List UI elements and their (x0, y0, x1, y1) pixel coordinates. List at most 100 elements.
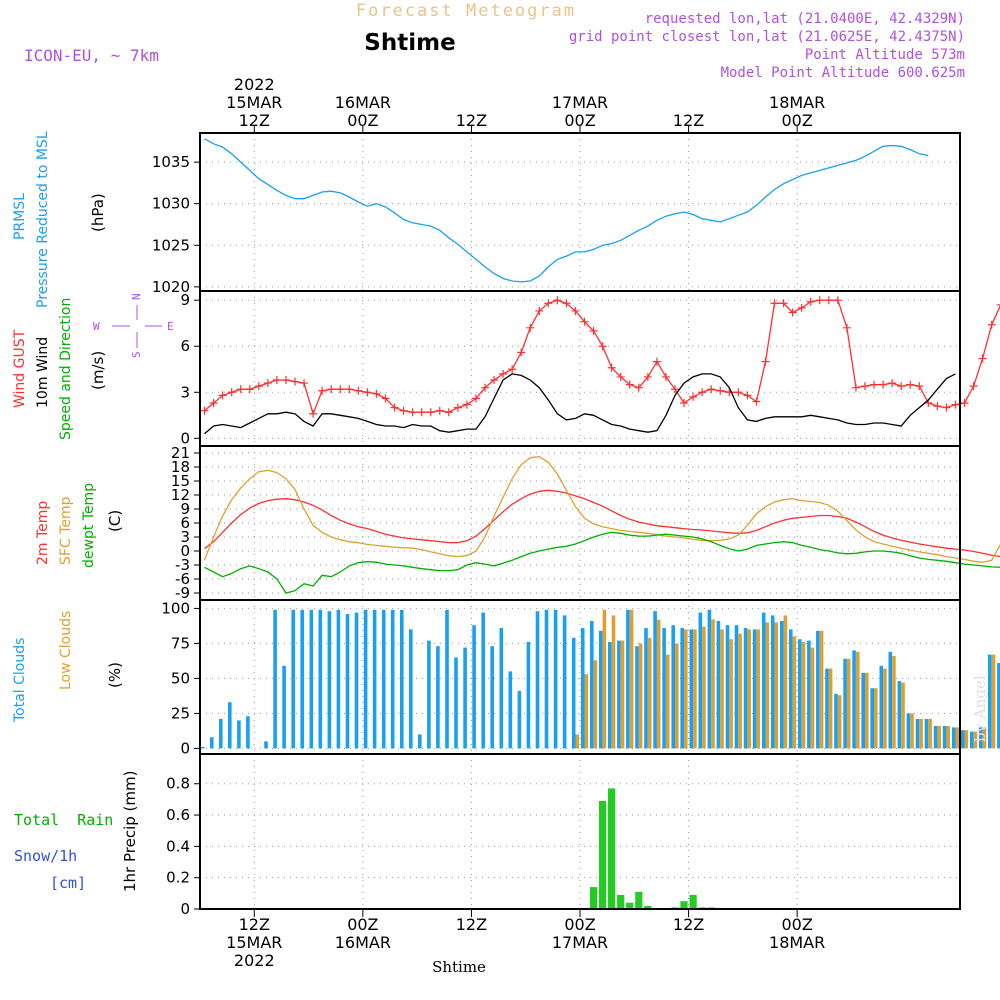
y-tick-label: 75 (171, 634, 190, 652)
y-tick-label: 3 (180, 528, 190, 546)
bar-total-clouds (508, 671, 513, 749)
gust-marker (661, 372, 670, 381)
gust-marker (716, 386, 725, 395)
gust-marker (553, 296, 562, 305)
gust-marker (535, 306, 544, 315)
gust-marker (281, 376, 290, 385)
gust-marker (508, 365, 517, 374)
bar-total-clouds (300, 609, 304, 749)
bar-total-clouds (608, 642, 612, 749)
bar-total-clouds (933, 726, 938, 749)
gust-marker (490, 376, 499, 385)
bar-total-clouds (653, 611, 657, 749)
bar-low-clouds (801, 642, 806, 749)
bar-total-rain (635, 891, 643, 909)
gust-marker (671, 385, 679, 394)
bar-low-clouds (783, 615, 788, 749)
wind-labels: Wind GUST 10m Wind Speed and Direction (… (12, 293, 174, 440)
rain-label: Total Rain (14, 811, 113, 829)
series-line-prmsl (204, 138, 929, 283)
gust-marker (471, 394, 480, 403)
bar-total-rain (689, 894, 697, 909)
gust-marker (309, 409, 318, 418)
bar-total-clouds (291, 609, 295, 749)
bar-low-clouds (638, 643, 643, 749)
bar-total-clouds (698, 612, 703, 749)
gust-marker (399, 406, 408, 415)
bar-total-clouds (798, 639, 802, 749)
watermark: by Angel (971, 675, 989, 742)
snow-label: Snow/1h (14, 847, 77, 865)
bar-low-clouds (964, 730, 969, 749)
bar-total-clouds (336, 609, 341, 749)
time-label-top: 12Z (673, 111, 704, 130)
gust-marker (607, 363, 616, 372)
y-tick-label: 0.4 (166, 837, 190, 855)
panel-frame (199, 753, 961, 910)
y-tick-label: 12 (171, 486, 190, 504)
bar-total-clouds (472, 625, 476, 749)
compass-east: E (167, 320, 174, 333)
bar-total-clouds (888, 651, 893, 749)
gust-marker (680, 399, 689, 408)
gust-marker (426, 408, 435, 417)
gust-marker (381, 394, 390, 403)
gust-marker (227, 388, 236, 397)
gust-marker (842, 323, 851, 332)
gust-marker (643, 372, 652, 381)
bar-total-clouds (716, 621, 721, 749)
gust-marker (444, 408, 453, 417)
bar-total-rain (599, 801, 607, 909)
bar-total-clouds (390, 609, 395, 749)
time-label-bottom: 12Z (239, 915, 270, 934)
bar-low-clouds (647, 637, 652, 749)
bar-total-clouds (309, 609, 314, 749)
x-axis-label: Shtime (432, 958, 486, 976)
y-tick-label: 100 (161, 599, 190, 617)
bar-low-clouds (765, 622, 770, 749)
bar-total-clouds (499, 628, 504, 749)
bar-total-clouds (734, 625, 739, 749)
gust-marker (462, 400, 471, 409)
bar-low-clouds (702, 626, 706, 749)
temp-series-label: 2m Temp (35, 501, 51, 565)
bar-low-clouds (810, 647, 815, 749)
gust-marker (254, 382, 263, 391)
bar-total-clouds (680, 628, 684, 749)
y-tick-label: 9 (180, 291, 190, 309)
pressure-labels: PRMSL Pressure Reduced to MSL (hPa) (12, 131, 107, 308)
gust-marker (200, 406, 209, 415)
bar-total-clouds (418, 734, 422, 749)
bar-low-clouds (711, 619, 715, 749)
y-tick-label: 0 (180, 429, 190, 447)
temperature-labels: 2m Temp SFC Temp dewpt Temp (C) (35, 483, 124, 568)
time-label-top: 2022 (234, 75, 275, 94)
gust-marker (263, 379, 272, 388)
gust-marker (788, 308, 797, 317)
time-label-top: 15MAR (226, 93, 282, 112)
bar-low-clouds (892, 656, 896, 749)
bar-low-clouds (693, 629, 697, 749)
model-label: ICON-EU, ~ 7km (24, 46, 159, 65)
bar-total-clouds (752, 629, 757, 749)
y-tick-label: 0 (180, 542, 190, 560)
gust-marker (734, 388, 743, 397)
gust-marker (752, 397, 761, 406)
bar-total-clouds (861, 672, 865, 749)
compass-west: W (93, 320, 100, 333)
gust-marker (906, 380, 915, 389)
header-info-line: requested lon,lat (21.0400E, 42.4329N) (645, 11, 965, 27)
gust-marker (951, 400, 960, 409)
bar-total-clouds (273, 609, 277, 749)
header-info-line: Model Point Altitude 600.625m (721, 65, 965, 81)
gust-marker (652, 357, 661, 366)
gust-marker (879, 380, 888, 389)
cloud-series-label: Low Clouds (58, 611, 74, 690)
gust-marker (942, 403, 951, 412)
bar-total-clouds (924, 719, 929, 749)
bar-total-clouds (843, 658, 847, 749)
bar-low-clouds (774, 622, 779, 749)
cloud-series-label: Total Clouds (12, 638, 28, 723)
